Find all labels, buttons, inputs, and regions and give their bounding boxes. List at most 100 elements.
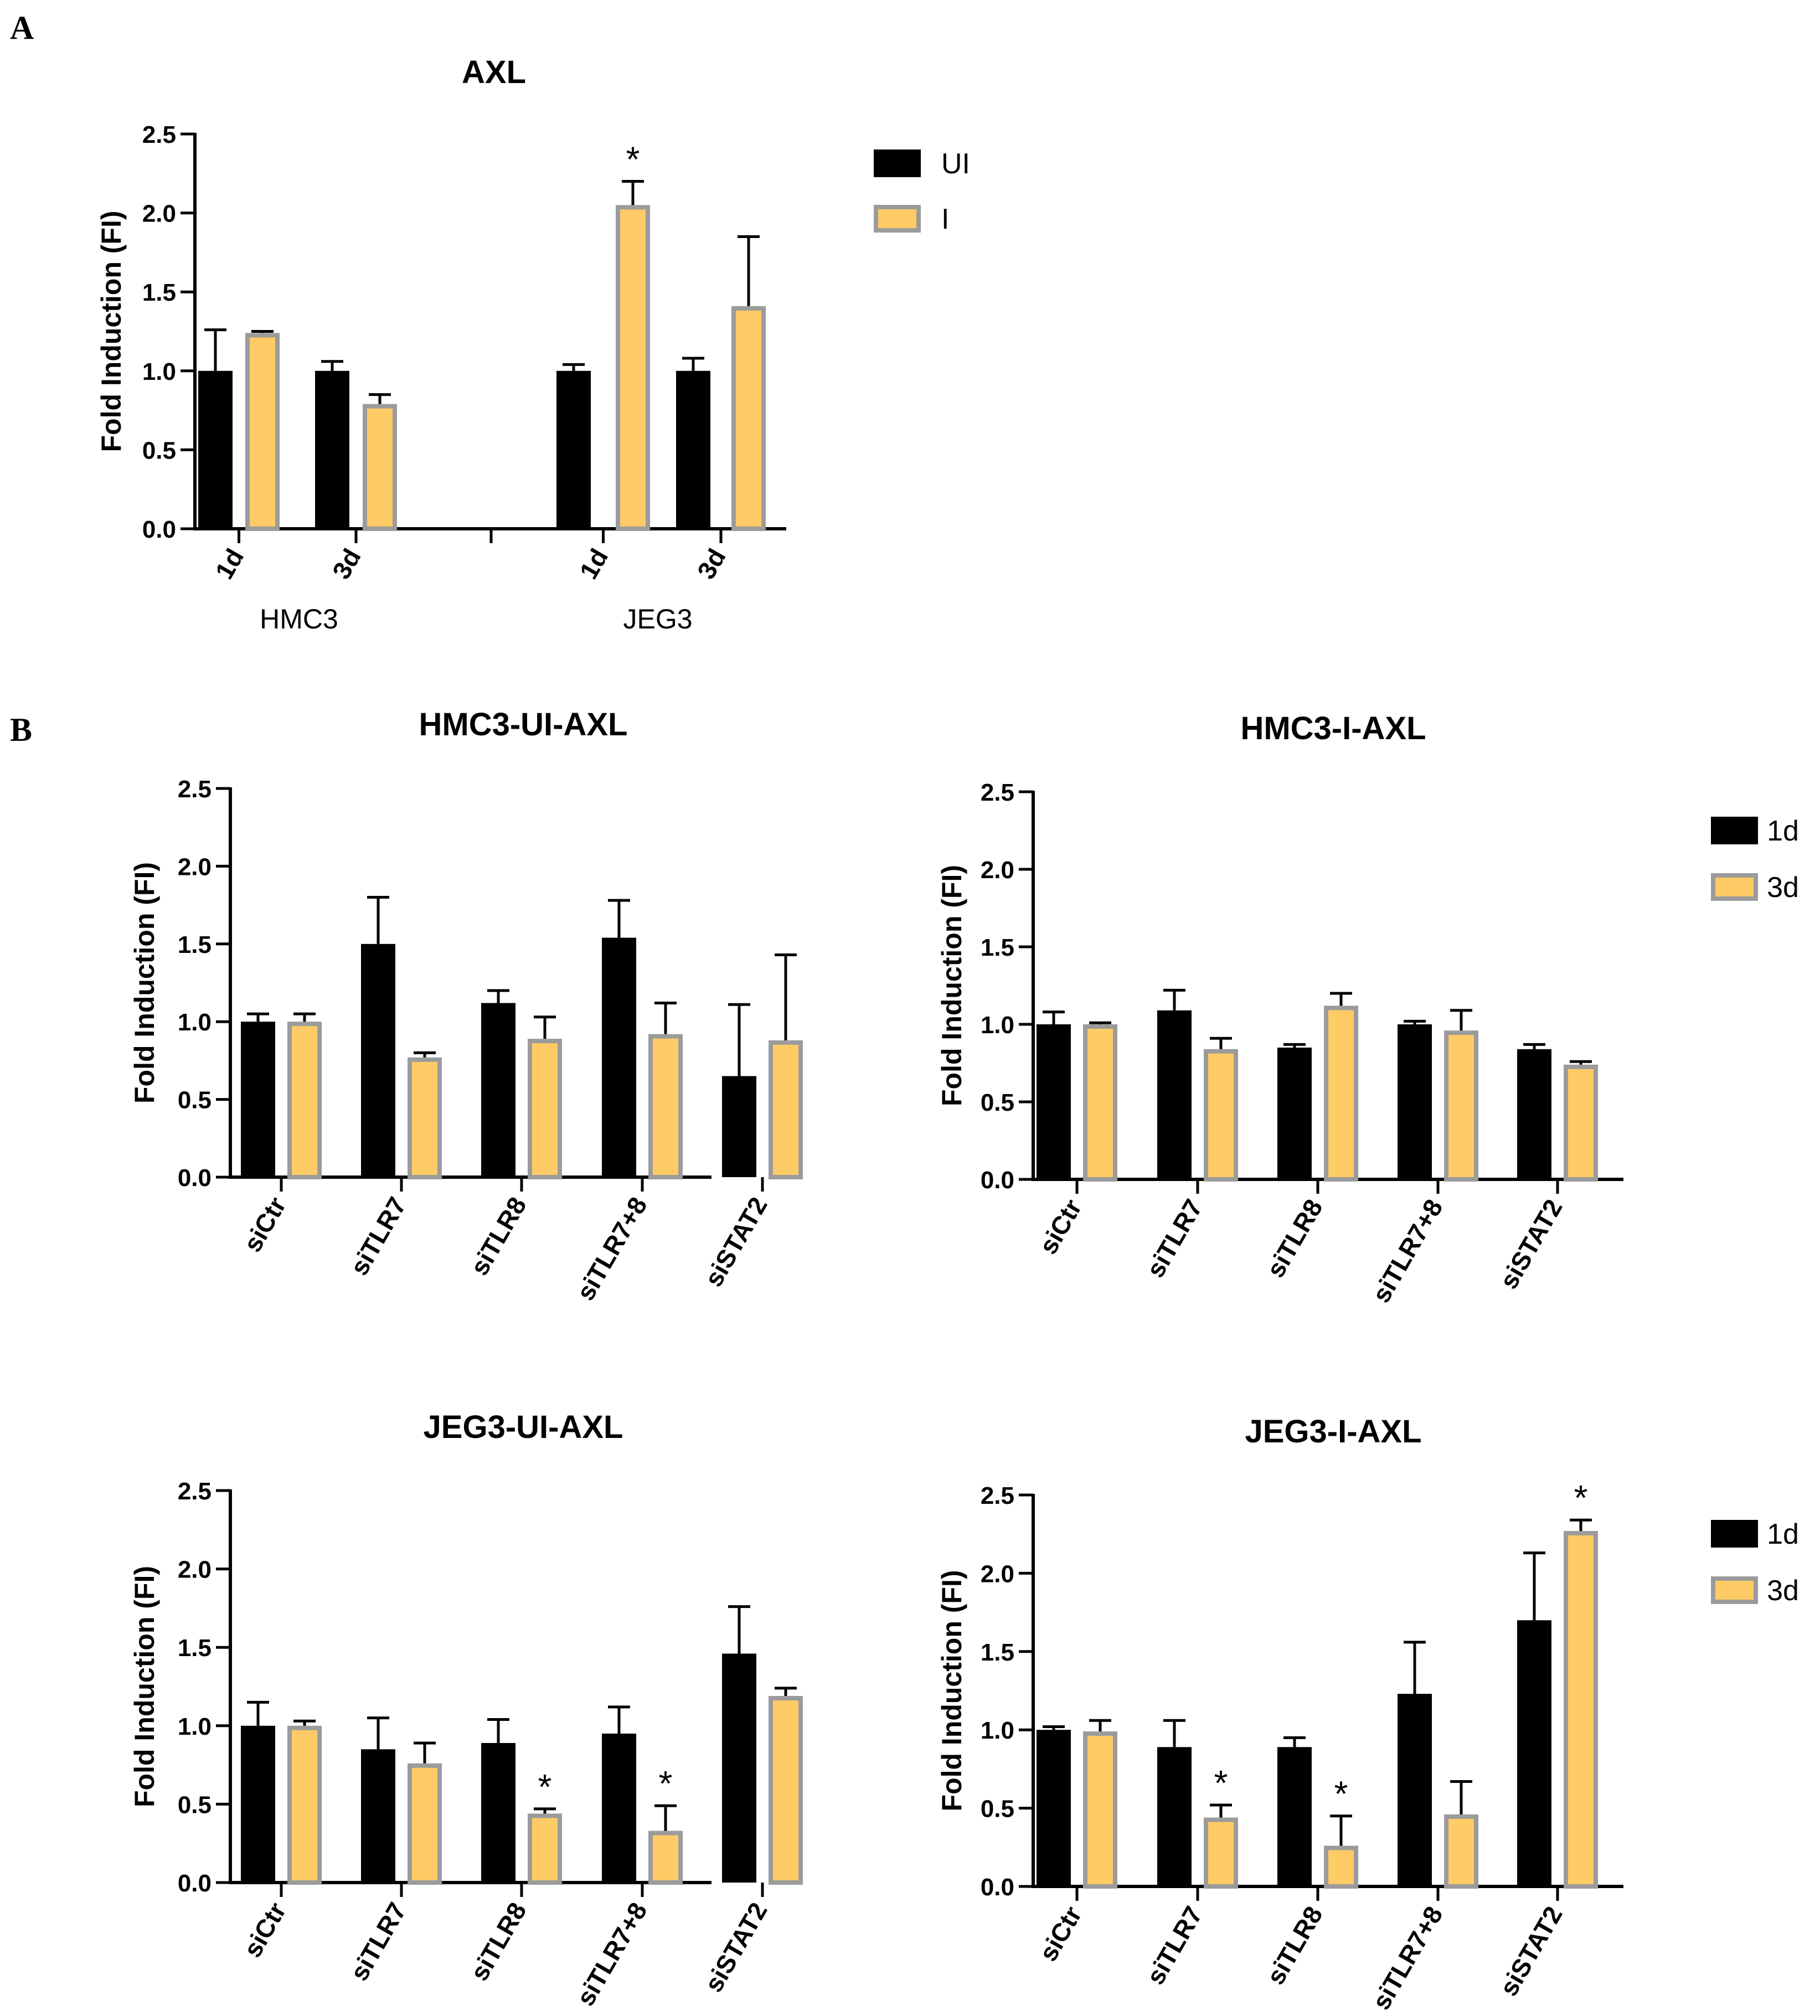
- legend-swatch: [1711, 1520, 1758, 1548]
- significance-marker: *: [659, 1764, 673, 1803]
- y-tick-label: 1.0: [981, 1012, 1014, 1039]
- y-tick-label: 0.5: [981, 1796, 1014, 1823]
- y-tick-label: 0.0: [981, 1874, 1014, 1901]
- bar-3d: [1324, 1006, 1358, 1182]
- legend-swatch: [1711, 817, 1758, 844]
- bar-1d: [1157, 1747, 1192, 1886]
- bar-ui: [556, 370, 591, 529]
- bar-3d: [1083, 1024, 1117, 1182]
- x-tick-label: siTLR8: [1261, 1901, 1328, 1989]
- x-tick-label: siTLR8: [465, 1192, 532, 1280]
- bar-1d: [481, 1003, 515, 1177]
- bar-3d: [1444, 1030, 1478, 1182]
- y-axis-label: Fold Induction (FI): [936, 865, 967, 1106]
- y-tick-label: 1.5: [981, 1639, 1014, 1666]
- bar-3d: [528, 1813, 562, 1885]
- bar-1d: [1517, 1049, 1551, 1179]
- y-tick-label: 2.5: [981, 779, 1014, 806]
- group-label: HMC3: [260, 604, 338, 635]
- y-tick-label: 1.0: [142, 358, 176, 385]
- x-tick-label: 1d: [574, 544, 613, 584]
- y-tick-label: 0.0: [178, 1870, 212, 1897]
- y-tick-label: 2.5: [142, 121, 176, 148]
- y-tick-label: 0.0: [981, 1167, 1014, 1194]
- bar-3d: [769, 1040, 803, 1179]
- chart-hmc3-i-axl: HMC3-I-AXL 0.0 0.5 1.0 1.5 2.0 2.5 Fold Inducti…: [936, 710, 1799, 1307]
- x-tick-label: siTLR7: [344, 1898, 412, 1986]
- x-tick-label: siCtr: [1033, 1901, 1087, 1966]
- x-tick-label: siTLR8: [465, 1898, 532, 1986]
- bar-ui: [676, 370, 710, 529]
- significance-marker: *: [1574, 1478, 1588, 1518]
- x-tick-label: siTLR7+8: [1367, 1194, 1448, 1307]
- chart-jeg3-ui-axl: JEG3-UI-AXL 0.0 0.5 1.0 1.5 2.0 2.5 Fold Induct…: [129, 1409, 803, 2010]
- legend-label: 3d: [1767, 1575, 1799, 1607]
- chart-title: AXL: [462, 54, 526, 90]
- x-tick-label: 3d: [327, 544, 367, 584]
- y-tick-label: 1.0: [178, 1009, 212, 1036]
- y-tick-label: 1.5: [981, 934, 1014, 961]
- significance-marker: *: [538, 1767, 552, 1807]
- bar-3d: [1564, 1531, 1598, 1889]
- y-axis-label: Fold Induction (FI): [129, 1566, 160, 1807]
- legend-swatch: [1711, 873, 1758, 901]
- legend-label: I: [941, 203, 949, 235]
- legend-label: 1d: [1767, 1518, 1799, 1550]
- y-tick-label: 1.5: [142, 279, 176, 306]
- bar-3d: [648, 1831, 683, 1885]
- bar-3d: [1564, 1064, 1598, 1182]
- x-tick-label: siSTAT2: [699, 1898, 773, 1997]
- x-tick-label: siTLR7: [1141, 1194, 1208, 1282]
- bar-3d: [408, 1057, 442, 1180]
- legend-label: 1d: [1767, 815, 1799, 847]
- bar-ui: [198, 370, 233, 529]
- bar-i: [616, 205, 650, 531]
- significance-marker: *: [626, 140, 640, 179]
- x-tick-label: siSTAT2: [1494, 1901, 1568, 2000]
- bar-1d: [1037, 1024, 1071, 1179]
- y-axis-label: Fold Induction (FI): [129, 862, 160, 1104]
- bar-1d: [361, 943, 395, 1177]
- bar-3d: [1444, 1814, 1478, 1889]
- bar-3d: [648, 1034, 683, 1179]
- bar-3d: [287, 1022, 322, 1179]
- bar-1d: [602, 937, 636, 1177]
- y-tick-label: 0.5: [981, 1089, 1014, 1116]
- bar-1d: [1277, 1747, 1312, 1886]
- x-tick-label: siCtr: [238, 1192, 291, 1257]
- bar-3d: [769, 1695, 803, 1885]
- panel-label-a: A: [10, 9, 34, 46]
- legend-swatch: [1711, 1576, 1758, 1604]
- group-label: JEG3: [623, 604, 692, 635]
- x-tick-label: siSTAT2: [699, 1192, 773, 1291]
- x-tick-label: siTLR7+8: [571, 1898, 653, 2010]
- bar-1d: [1157, 1010, 1192, 1179]
- bar-i: [245, 333, 280, 531]
- chart-title: HMC3-I-AXL: [1240, 710, 1426, 746]
- significance-marker: *: [1334, 1774, 1348, 1814]
- significance-marker: *: [1214, 1763, 1228, 1803]
- y-tick-label: 2.0: [178, 853, 212, 880]
- x-tick-label: siTLR8: [1261, 1194, 1328, 1282]
- y-tick-label: 2.0: [142, 200, 176, 228]
- chart-axl: AXL 0.0 0.5 1.0 1.5 2.0 2.5 Fold Induction (FI)…: [96, 54, 970, 635]
- y-tick-label: 2.0: [981, 857, 1014, 884]
- y-tick-label: 1.0: [981, 1717, 1014, 1744]
- x-tick-label: siTLR7: [1141, 1901, 1208, 1989]
- panel-label-b: B: [10, 711, 32, 748]
- chart-jeg3-i-axl: JEG3-I-AXL 0.0 0.5 1.0 1.5 2.0 2.5 Fold Inducti…: [936, 1414, 1799, 2014]
- x-tick-label: siCtr: [238, 1898, 291, 1962]
- y-tick-label: 0.5: [142, 437, 176, 464]
- y-axis-label: Fold Induction (FI): [96, 211, 127, 452]
- bar-1d: [1398, 1024, 1432, 1179]
- bar-1d: [602, 1733, 636, 1883]
- y-tick-label: 2.5: [178, 776, 212, 803]
- y-tick-label: 2.0: [178, 1556, 212, 1584]
- legend-swatch: [874, 205, 921, 233]
- y-tick-label: 0.5: [178, 1791, 212, 1818]
- bar-3d: [528, 1039, 562, 1180]
- x-tick-label: siTLR7: [344, 1192, 412, 1280]
- bar-1d: [1398, 1694, 1432, 1886]
- legend-label: 3d: [1767, 872, 1799, 904]
- bar-ui: [315, 370, 349, 529]
